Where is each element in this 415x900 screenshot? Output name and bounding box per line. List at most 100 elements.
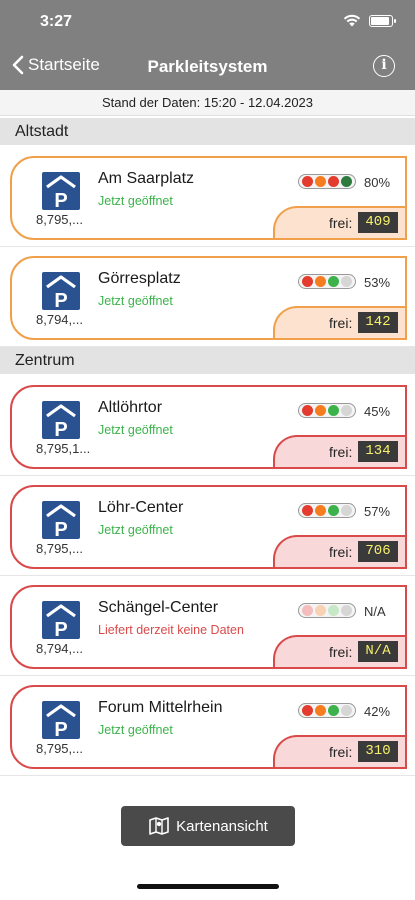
parking-sign-icon: P xyxy=(42,501,80,539)
svg-text:P: P xyxy=(54,719,67,739)
lot-coordinates: 8,794,... xyxy=(36,312,83,327)
traffic-light xyxy=(328,176,339,187)
free-label: frei: xyxy=(329,644,353,660)
traffic-light xyxy=(341,276,352,287)
row-separator xyxy=(0,475,415,476)
lot-status: Jetzt geöffnet xyxy=(98,523,173,537)
lot-status: Jetzt geöffnet xyxy=(98,194,173,208)
parking-sign-icon: P xyxy=(42,401,80,439)
map-view-button-label: Kartenansicht xyxy=(176,817,268,835)
parking-lot-card[interactable]: P 8,794,... Görresplatz Jetzt geöffnet 53% fr… xyxy=(10,256,407,340)
lot-name: Löhr-Center xyxy=(98,499,184,516)
occupancy-percent: 80% xyxy=(364,175,391,190)
parking-sign-icon: P xyxy=(42,601,80,639)
traffic-light xyxy=(315,176,326,187)
free-spaces-value: 409 xyxy=(358,212,398,233)
battery-icon xyxy=(369,14,396,27)
lot-status: Jetzt geöffnet xyxy=(98,294,173,308)
occupancy-lights xyxy=(298,174,356,189)
lot-name: Altlöhrtor xyxy=(98,399,163,416)
traffic-light xyxy=(315,405,326,416)
status-icons xyxy=(343,14,396,27)
traffic-light xyxy=(341,405,352,416)
traffic-light xyxy=(315,605,326,616)
svg-text:P: P xyxy=(54,190,67,210)
occupancy-lights xyxy=(298,703,356,718)
traffic-light xyxy=(302,705,313,716)
row-separator xyxy=(0,346,415,347)
svg-text:P: P xyxy=(54,519,67,539)
row-separator xyxy=(0,775,415,776)
navigation-bar: Startseite Parkleitsystem i xyxy=(0,44,415,90)
parking-lot-card[interactable]: P 8,795,... Löhr-Center Jetzt geöffnet 57% fr… xyxy=(10,485,407,569)
section-header: Zentrum xyxy=(0,347,415,374)
traffic-light xyxy=(341,505,352,516)
row-separator xyxy=(0,575,415,576)
free-label: frei: xyxy=(329,215,353,231)
svg-text:P: P xyxy=(54,290,67,310)
parking-lot-card[interactable]: P 8,795,... Forum Mittelrhein Jetzt geöffne… xyxy=(10,685,407,769)
parking-lot-card[interactable]: P 8,795,... Am Saarplatz Jetzt geöffnet 80% f… xyxy=(10,156,407,240)
occupancy-lights xyxy=(298,274,356,289)
lot-name: Am Saarplatz xyxy=(98,170,195,187)
lot-status: Liefert derzeit keine Daten xyxy=(98,623,244,637)
traffic-light xyxy=(341,605,352,616)
info-icon[interactable]: i xyxy=(373,55,395,77)
status-time: 3:27 xyxy=(40,13,73,30)
section-header: Altstadt xyxy=(0,118,415,145)
free-label: frei: xyxy=(329,544,353,560)
home-indicator xyxy=(137,884,279,889)
parking-lot-card[interactable]: P 8,794,... Schängel-Center Liefert derzeit… xyxy=(10,585,407,669)
free-spaces-value: 134 xyxy=(358,441,398,462)
page-title: Parkleitsystem xyxy=(147,57,268,76)
traffic-light xyxy=(302,605,313,616)
parking-lot-card[interactable]: P 8,795,1... Altlöhrtor Jetzt geöffnet 45% fr… xyxy=(10,385,407,469)
traffic-light xyxy=(328,405,339,416)
occupancy-lights xyxy=(298,403,356,418)
traffic-light xyxy=(328,605,339,616)
lot-name: Görresplatz xyxy=(98,270,181,287)
traffic-light xyxy=(328,505,339,516)
parking-sign-icon: P xyxy=(42,701,80,739)
svg-text:P: P xyxy=(54,419,67,439)
free-spaces-value: N/A xyxy=(358,641,398,662)
free-spaces-value: 706 xyxy=(358,541,398,562)
occupancy-lights xyxy=(298,503,356,518)
back-button-label: Startseite xyxy=(28,55,100,74)
occupancy-percent: 45% xyxy=(364,404,391,419)
free-label: frei: xyxy=(329,744,353,760)
lot-coordinates: 8,795,1... xyxy=(36,441,91,456)
chevron-left-icon xyxy=(12,55,24,75)
lot-coordinates: 8,795,... xyxy=(36,541,83,556)
lot-coordinates: 8,794,... xyxy=(36,641,83,656)
back-button[interactable]: Startseite xyxy=(12,55,100,75)
traffic-light xyxy=(341,176,352,187)
wifi-icon xyxy=(343,14,361,27)
parking-sign-icon: P xyxy=(42,172,80,210)
lot-status: Jetzt geöffnet xyxy=(98,423,173,437)
traffic-light xyxy=(315,505,326,516)
traffic-light xyxy=(341,705,352,716)
row-separator xyxy=(0,675,415,676)
occupancy-percent: 57% xyxy=(364,504,391,519)
traffic-light xyxy=(302,176,313,187)
free-label: frei: xyxy=(329,315,353,331)
data-timestamp: Stand der Daten: 15:20 - 12.04.2023 xyxy=(0,90,415,116)
occupancy-lights xyxy=(298,603,356,618)
traffic-light xyxy=(315,705,326,716)
lot-status: Jetzt geöffnet xyxy=(98,723,173,737)
traffic-light xyxy=(315,276,326,287)
row-separator xyxy=(0,246,415,247)
parking-sign-icon: P xyxy=(42,272,80,310)
traffic-light xyxy=(302,276,313,287)
traffic-light xyxy=(302,505,313,516)
lot-coordinates: 8,795,... xyxy=(36,741,83,756)
occupancy-percent: 42% xyxy=(364,704,391,719)
lot-coordinates: 8,795,... xyxy=(36,212,83,227)
map-view-button[interactable]: Kartenansicht xyxy=(121,806,295,846)
status-bar: 3:27 xyxy=(0,0,415,44)
free-label: frei: xyxy=(329,444,353,460)
free-spaces-value: 310 xyxy=(358,741,398,762)
lot-name: Schängel-Center xyxy=(98,599,219,616)
traffic-light xyxy=(328,276,339,287)
